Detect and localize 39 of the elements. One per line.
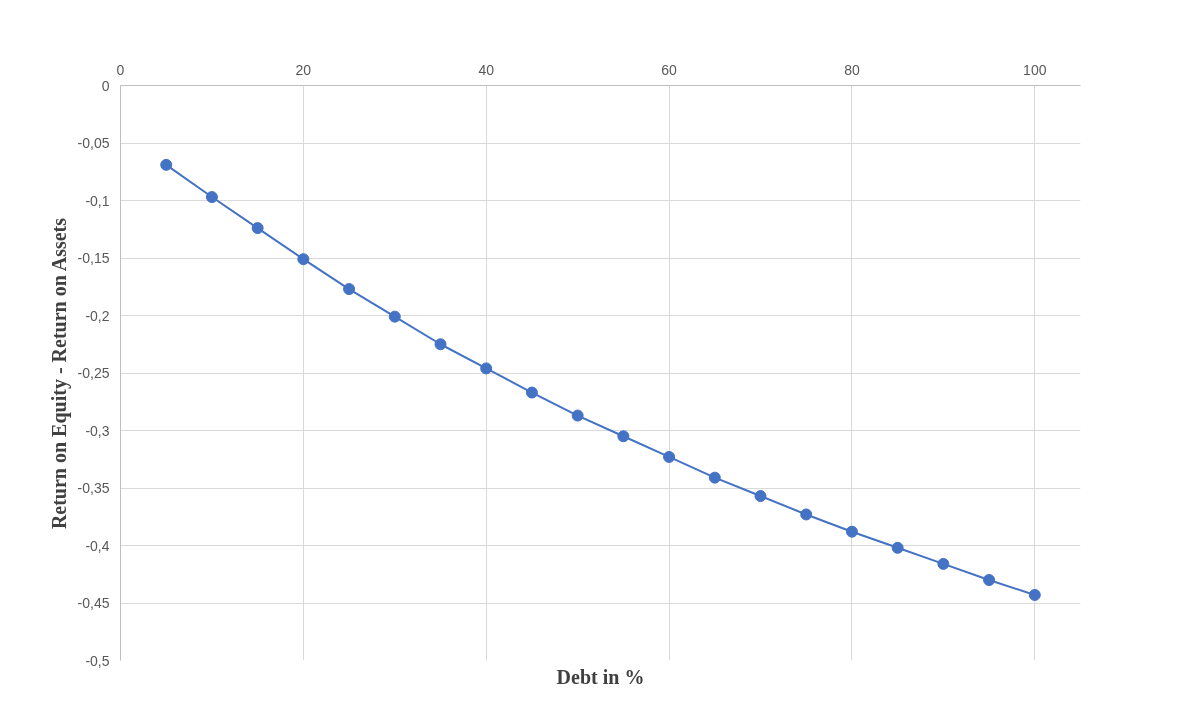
- point: [388, 310, 401, 323]
- x-tick-label: 60: [661, 61, 678, 78]
- x-tick-label: 80: [844, 61, 860, 78]
- point: [525, 386, 538, 399]
- point: [617, 430, 630, 443]
- point: [160, 158, 173, 171]
- point: [251, 222, 264, 235]
- x-tick-label: 40: [478, 61, 495, 78]
- x-tick-label: 100: [1023, 61, 1047, 78]
- y-tick-label: -0,2: [85, 307, 110, 324]
- y-tick-label: -0,1: [85, 192, 110, 209]
- point: [754, 490, 767, 503]
- point: [205, 191, 218, 204]
- point: [343, 283, 356, 296]
- y-tick-label: -0,3: [85, 422, 110, 439]
- y-tick-label: -0,15: [77, 250, 110, 266]
- point: [571, 409, 584, 422]
- y-tick-label: -0,25: [77, 365, 110, 381]
- point: [1028, 588, 1041, 601]
- x-tick-label: 0: [116, 61, 125, 78]
- point: [937, 557, 950, 570]
- point: [845, 525, 858, 538]
- y-tick-label: -0,4: [85, 537, 110, 554]
- y-tick-label: 0: [101, 77, 110, 94]
- point: [663, 450, 676, 463]
- point: [434, 338, 447, 351]
- y-axis-title: Return on Equity - Return on Assets: [47, 217, 71, 530]
- point: [983, 574, 996, 586]
- point: [891, 541, 904, 554]
- point: [480, 362, 493, 375]
- y-tick-label: -0,45: [77, 595, 110, 611]
- point: [297, 253, 310, 266]
- point: [708, 471, 721, 484]
- x-axis-title: Debt in %: [556, 665, 645, 688]
- y-tick-label: -0,5: [85, 652, 110, 669]
- point: [800, 508, 813, 521]
- x-tick-label: 20: [295, 61, 312, 78]
- y-tick-label: -0,05: [77, 135, 110, 151]
- y-tick-label: -0,35: [77, 480, 110, 496]
